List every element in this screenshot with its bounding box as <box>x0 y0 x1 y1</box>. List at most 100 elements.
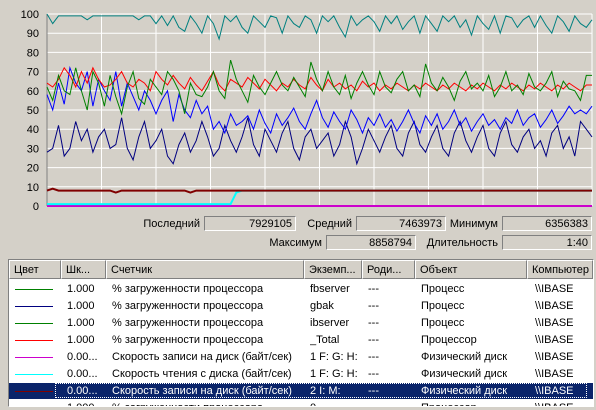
cell-computer: \\IBASE <box>535 283 574 295</box>
cell-parent: --- <box>368 300 379 312</box>
color-swatch <box>15 306 53 307</box>
min-value: 6356383 <box>502 216 592 231</box>
cell-instance: fbserver <box>310 283 350 295</box>
y-tick-label: 10 <box>27 182 39 194</box>
avg-label: Средний <box>307 218 352 230</box>
cell-parent: --- <box>368 283 379 295</box>
cell-object: Физический диск <box>421 385 508 397</box>
cell-instance: _Total <box>310 334 340 346</box>
series-line-0 <box>46 13 593 41</box>
cell-scale: 1.000 <box>67 334 95 346</box>
y-tick-label: 80 <box>27 47 39 59</box>
counter-row[interactable]: 0.00... Скорость записи на диск (байт/сек… <box>9 349 593 365</box>
counter-row[interactable]: 1.000 % загруженности процессора ibserver -… <box>9 315 593 331</box>
max-label: Максимум <box>269 237 322 249</box>
cell-counter: Скорость чтения с диска (байт/сек) <box>112 368 292 380</box>
series-line-4 <box>46 117 593 166</box>
last-label: Последний <box>143 218 200 230</box>
y-tick-label: 30 <box>27 143 39 155</box>
cell-parent: --- <box>368 400 415 406</box>
column-header-parent[interactable]: Роди... <box>362 260 415 279</box>
cell-parent: --- <box>368 317 379 329</box>
y-tick-label: 60 <box>27 86 39 98</box>
cell-scale: 1.000 <box>67 300 95 312</box>
avg-value: 7463973 <box>356 216 446 231</box>
cell-counter: % загруженности процессора <box>112 334 264 346</box>
counter-row[interactable]: 0.00... Скорость записи на диск (байт/сек… <box>9 383 593 399</box>
column-header-scale[interactable]: Шк... <box>61 260 106 279</box>
cell-instance: 1 F: G: H: <box>310 368 358 380</box>
color-swatch <box>15 391 53 392</box>
counter-row[interactable]: 1.000 % загруженности процессора gbak --- Пр… <box>9 298 593 314</box>
cell-computer: \\IBASE <box>535 368 574 380</box>
cell-instance: gbak <box>310 300 334 312</box>
cell-instance: 2 I: M: <box>310 385 341 397</box>
color-swatch <box>15 323 53 324</box>
cell-computer: \\IBASE <box>535 300 574 312</box>
cell-object: Процесс <box>421 300 465 312</box>
y-tick-label: 70 <box>27 67 39 79</box>
series-line-5 <box>46 187 592 194</box>
column-header-color[interactable]: Цвет <box>9 260 61 279</box>
cell-counter: % загруженности процессора <box>112 317 264 329</box>
cell-computer: \\IBASE <box>535 385 574 397</box>
cell-instance: 1 F: G: H: <box>310 351 358 363</box>
column-header-object[interactable]: Объект <box>415 260 527 279</box>
cell-scale: 1.000 <box>67 400 107 406</box>
cell-scale: 0.00... <box>67 368 98 380</box>
performance-chart: 100 90 80 70 60 50 40 30 20 10 0 <box>20 9 593 210</box>
y-tick-label: 100 <box>21 9 39 21</box>
cell-scale: 0.00... <box>67 385 98 397</box>
max-value: 8858794 <box>326 235 416 250</box>
y-tick-label: 20 <box>27 163 39 175</box>
cell-counter: % загруженности процессора <box>112 400 304 406</box>
last-value: 7929105 <box>204 216 296 231</box>
cell-scale: 0.00... <box>67 351 98 363</box>
duration-label: Длительность <box>426 237 498 249</box>
cell-computer: \\IBASE <box>535 351 574 363</box>
cell-parent: --- <box>368 385 379 397</box>
counter-list[interactable]: Цвет Шк... Счетчик Экземп... Роди... Объ… <box>8 259 594 407</box>
cell-counter: % загруженности процессора <box>112 300 264 312</box>
series-line-3 <box>46 65 593 135</box>
cell-computer: \\IBASE <box>535 317 574 329</box>
cell-object: Процесс <box>421 283 465 295</box>
color-swatch <box>15 289 53 290</box>
column-header-computer[interactable]: Компьютер <box>527 260 593 279</box>
cell-counter: % загруженности процессора <box>112 283 264 295</box>
counter-row[interactable]: 1.000 % загруженности процессора _Total ---… <box>9 332 593 348</box>
min-label: Минимум <box>449 218 498 230</box>
color-swatch <box>15 340 53 341</box>
cell-object: Процесс <box>421 317 465 329</box>
duration-value: 1:40 <box>502 235 592 250</box>
y-tick-label: 50 <box>27 105 39 117</box>
y-tick-label: 40 <box>27 124 39 136</box>
cell-counter: Скорость записи на диск (байт/сек) <box>112 385 292 397</box>
column-header-counter[interactable]: Счетчик <box>106 260 304 279</box>
counter-row[interactable]: 1.000 % загруженности процессора 0 --- Проце… <box>9 400 593 406</box>
cell-scale: 1.000 <box>67 317 95 329</box>
cell-parent: --- <box>368 334 379 346</box>
cell-counter: Скорость записи на диск (байт/сек) <box>112 351 292 363</box>
cell-instance: 0 <box>310 400 362 406</box>
cell-object: Процессор <box>421 334 477 346</box>
cell-object: Физический диск <box>421 368 508 380</box>
cell-scale: 1.000 <box>67 283 95 295</box>
counter-row[interactable]: 1.000 % загруженности процессора fbserver -… <box>9 281 593 297</box>
cell-computer: \\IBASE <box>535 334 574 346</box>
cell-instance: ibserver <box>310 317 350 329</box>
counter-row[interactable]: 0.00... Скорость чтения с диска (байт/сек… <box>9 366 593 382</box>
y-tick-label: 90 <box>27 28 39 40</box>
column-header-instance[interactable]: Экземп... <box>304 260 362 279</box>
cell-parent: --- <box>368 368 379 380</box>
cell-object: Процессор <box>421 400 527 406</box>
color-swatch <box>15 374 53 375</box>
color-swatch <box>15 357 53 358</box>
cell-object: Физический диск <box>421 351 508 363</box>
series-line-1 <box>46 59 592 116</box>
cell-computer: \\IBASE <box>535 400 593 406</box>
column-header-row: Цвет Шк... Счетчик Экземп... Роди... Объ… <box>9 260 593 279</box>
cell-parent: --- <box>368 351 379 363</box>
y-tick-label: 0 <box>33 201 39 210</box>
